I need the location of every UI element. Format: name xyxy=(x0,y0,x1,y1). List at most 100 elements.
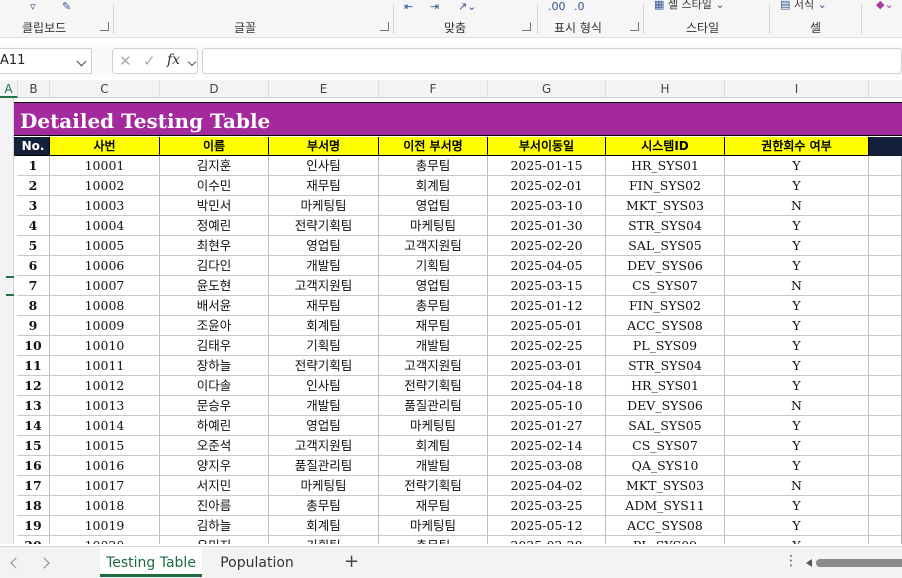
cell-name[interactable]: 유민지 xyxy=(160,536,269,544)
cell-no[interactable]: 12 xyxy=(17,376,50,396)
cell-previous-department[interactable]: 총무팀 xyxy=(379,296,488,316)
column-header-i[interactable]: I xyxy=(725,80,869,98)
header-name[interactable]: 이름 xyxy=(160,137,269,156)
decrease-indent-icon[interactable]: ⇤ xyxy=(404,0,414,13)
cell-previous-department[interactable]: 회계팀 xyxy=(379,176,488,196)
cell-transfer-date[interactable]: 2025-02-01 xyxy=(488,176,606,196)
cell-access-revoked[interactable]: Y xyxy=(725,296,869,316)
cell-transfer-date[interactable]: 2025-02-28 xyxy=(488,536,606,544)
cell-department[interactable]: 전략기획팀 xyxy=(269,216,379,236)
tab-population[interactable]: Population xyxy=(220,555,294,571)
cell-transfer-date[interactable]: 2025-03-08 xyxy=(488,456,606,476)
cell-name[interactable]: 서지민 xyxy=(160,476,269,496)
cell-no[interactable]: 2 xyxy=(17,176,50,196)
cell-employee-id[interactable]: 10004 xyxy=(50,216,160,236)
cell-name[interactable]: 최현우 xyxy=(160,236,269,256)
cell-employee-id[interactable]: 10018 xyxy=(50,496,160,516)
horizontal-scrollbar[interactable] xyxy=(806,557,902,569)
cell-employee-id[interactable]: 10015 xyxy=(50,436,160,456)
add-sheet-icon[interactable]: + xyxy=(344,551,360,572)
column-header-a[interactable]: A xyxy=(0,80,18,98)
cell-empty[interactable] xyxy=(869,236,902,256)
cell-no[interactable]: 4 xyxy=(17,216,50,236)
scroll-left-icon[interactable] xyxy=(806,559,812,567)
cell-department[interactable]: 영업팀 xyxy=(269,416,379,436)
cell-system-id[interactable]: MKT_SYS03 xyxy=(606,196,725,216)
cell-access-revoked[interactable]: Y xyxy=(725,496,869,516)
cell-department[interactable]: 품질관리팀 xyxy=(269,456,379,476)
scrollbar-thumb[interactable] xyxy=(816,559,902,567)
cell-system-id[interactable]: STR_SYS04 xyxy=(606,216,725,236)
cell-system-id[interactable]: MKT_SYS03 xyxy=(606,476,725,496)
cell-system-id[interactable]: ACC_SYS08 xyxy=(606,516,725,536)
format-painter-icon[interactable]: ✎ xyxy=(62,0,72,13)
cell-empty[interactable] xyxy=(869,256,902,276)
format-button[interactable]: ▤ 서식 ⌄ xyxy=(780,0,827,11)
header-no[interactable]: No. xyxy=(17,137,50,156)
cell-no[interactable]: 13 xyxy=(17,396,50,416)
cell-employee-id[interactable]: 10017 xyxy=(50,476,160,496)
cell-department[interactable]: 영업팀 xyxy=(269,236,379,256)
cell-employee-id[interactable]: 10013 xyxy=(50,396,160,416)
cell-name[interactable]: 이수민 xyxy=(160,176,269,196)
cell-empty[interactable] xyxy=(869,436,902,456)
cell-no[interactable]: 20 xyxy=(17,536,50,544)
cell-empty[interactable] xyxy=(869,416,902,436)
cell-transfer-date[interactable]: 2025-03-01 xyxy=(488,356,606,376)
cell-empty[interactable] xyxy=(869,156,902,176)
cell-access-revoked[interactable]: Y xyxy=(725,256,869,276)
cell-department[interactable]: 개발팀 xyxy=(269,256,379,276)
cell-no[interactable]: 8 xyxy=(17,296,50,316)
cell-name[interactable]: 김태우 xyxy=(160,336,269,356)
cell-system-id[interactable]: CS_SYS07 xyxy=(606,436,725,456)
cell-previous-department[interactable]: 총무팀 xyxy=(379,156,488,176)
cell-previous-department[interactable]: 재무팀 xyxy=(379,316,488,336)
cell-system-id[interactable]: PL_SYS09 xyxy=(606,336,725,356)
cell-transfer-date[interactable]: 2025-03-25 xyxy=(488,496,606,516)
cell-previous-department[interactable]: 마케팅팀 xyxy=(379,516,488,536)
cell-name[interactable]: 윤도현 xyxy=(160,276,269,296)
cell-department[interactable]: 마케팅팀 xyxy=(269,196,379,216)
cell-previous-department[interactable]: 기획팀 xyxy=(379,256,488,276)
number-launcher-icon[interactable] xyxy=(630,22,639,31)
cell-system-id[interactable]: QA_SYS10 xyxy=(606,456,725,476)
cell-no[interactable]: 11 xyxy=(17,356,50,376)
cell-empty[interactable] xyxy=(869,536,902,544)
cell-transfer-date[interactable]: 2025-03-10 xyxy=(488,196,606,216)
cell-access-revoked[interactable]: N xyxy=(725,476,869,496)
cell-transfer-date[interactable]: 2025-04-18 xyxy=(488,376,606,396)
cell-no[interactable]: 5 xyxy=(17,236,50,256)
cell-empty[interactable] xyxy=(869,476,902,496)
tab-scroll-right-icon[interactable] xyxy=(38,557,50,569)
increase-decimal-icon[interactable]: .00 xyxy=(548,0,566,13)
cell-employee-id[interactable]: 10014 xyxy=(50,416,160,436)
cell-system-id[interactable]: ACC_SYS08 xyxy=(606,316,725,336)
cell-department[interactable]: 마케팅팀 xyxy=(269,476,379,496)
cell-empty[interactable] xyxy=(869,316,902,336)
formula-input[interactable] xyxy=(202,48,902,74)
cell-no[interactable]: 6 xyxy=(17,256,50,276)
chevron-down-icon[interactable] xyxy=(76,56,87,67)
cell-previous-department[interactable]: 영업팀 xyxy=(379,196,488,216)
cell-no[interactable]: 17 xyxy=(17,476,50,496)
cell-empty[interactable] xyxy=(869,336,902,356)
cell-previous-department[interactable]: 고객지원팀 xyxy=(379,236,488,256)
cell-employee-id[interactable]: 10003 xyxy=(50,196,160,216)
cell-transfer-date[interactable]: 2025-01-12 xyxy=(488,296,606,316)
cancel-icon[interactable]: ✕ xyxy=(119,52,132,70)
cell-name[interactable]: 조윤아 xyxy=(160,316,269,336)
cell-transfer-date[interactable]: 2025-03-15 xyxy=(488,276,606,296)
cell-no[interactable]: 3 xyxy=(17,196,50,216)
column-header-c[interactable]: C xyxy=(50,80,160,98)
cell-system-id[interactable]: FIN_SYS02 xyxy=(606,296,725,316)
cell-department[interactable]: 인사팀 xyxy=(269,156,379,176)
cell-employee-id[interactable]: 10019 xyxy=(50,516,160,536)
cell-system-id[interactable]: STR_SYS04 xyxy=(606,356,725,376)
cell-transfer-date[interactable]: 2025-01-30 xyxy=(488,216,606,236)
cell-employee-id[interactable]: 10016 xyxy=(50,456,160,476)
cell-department[interactable]: 회계팀 xyxy=(269,316,379,336)
tab-scroll-left-icon[interactable] xyxy=(10,557,22,569)
cell-transfer-date[interactable]: 2025-02-20 xyxy=(488,236,606,256)
column-header-g[interactable]: G xyxy=(488,80,606,98)
column-header-d[interactable]: D xyxy=(160,80,269,98)
